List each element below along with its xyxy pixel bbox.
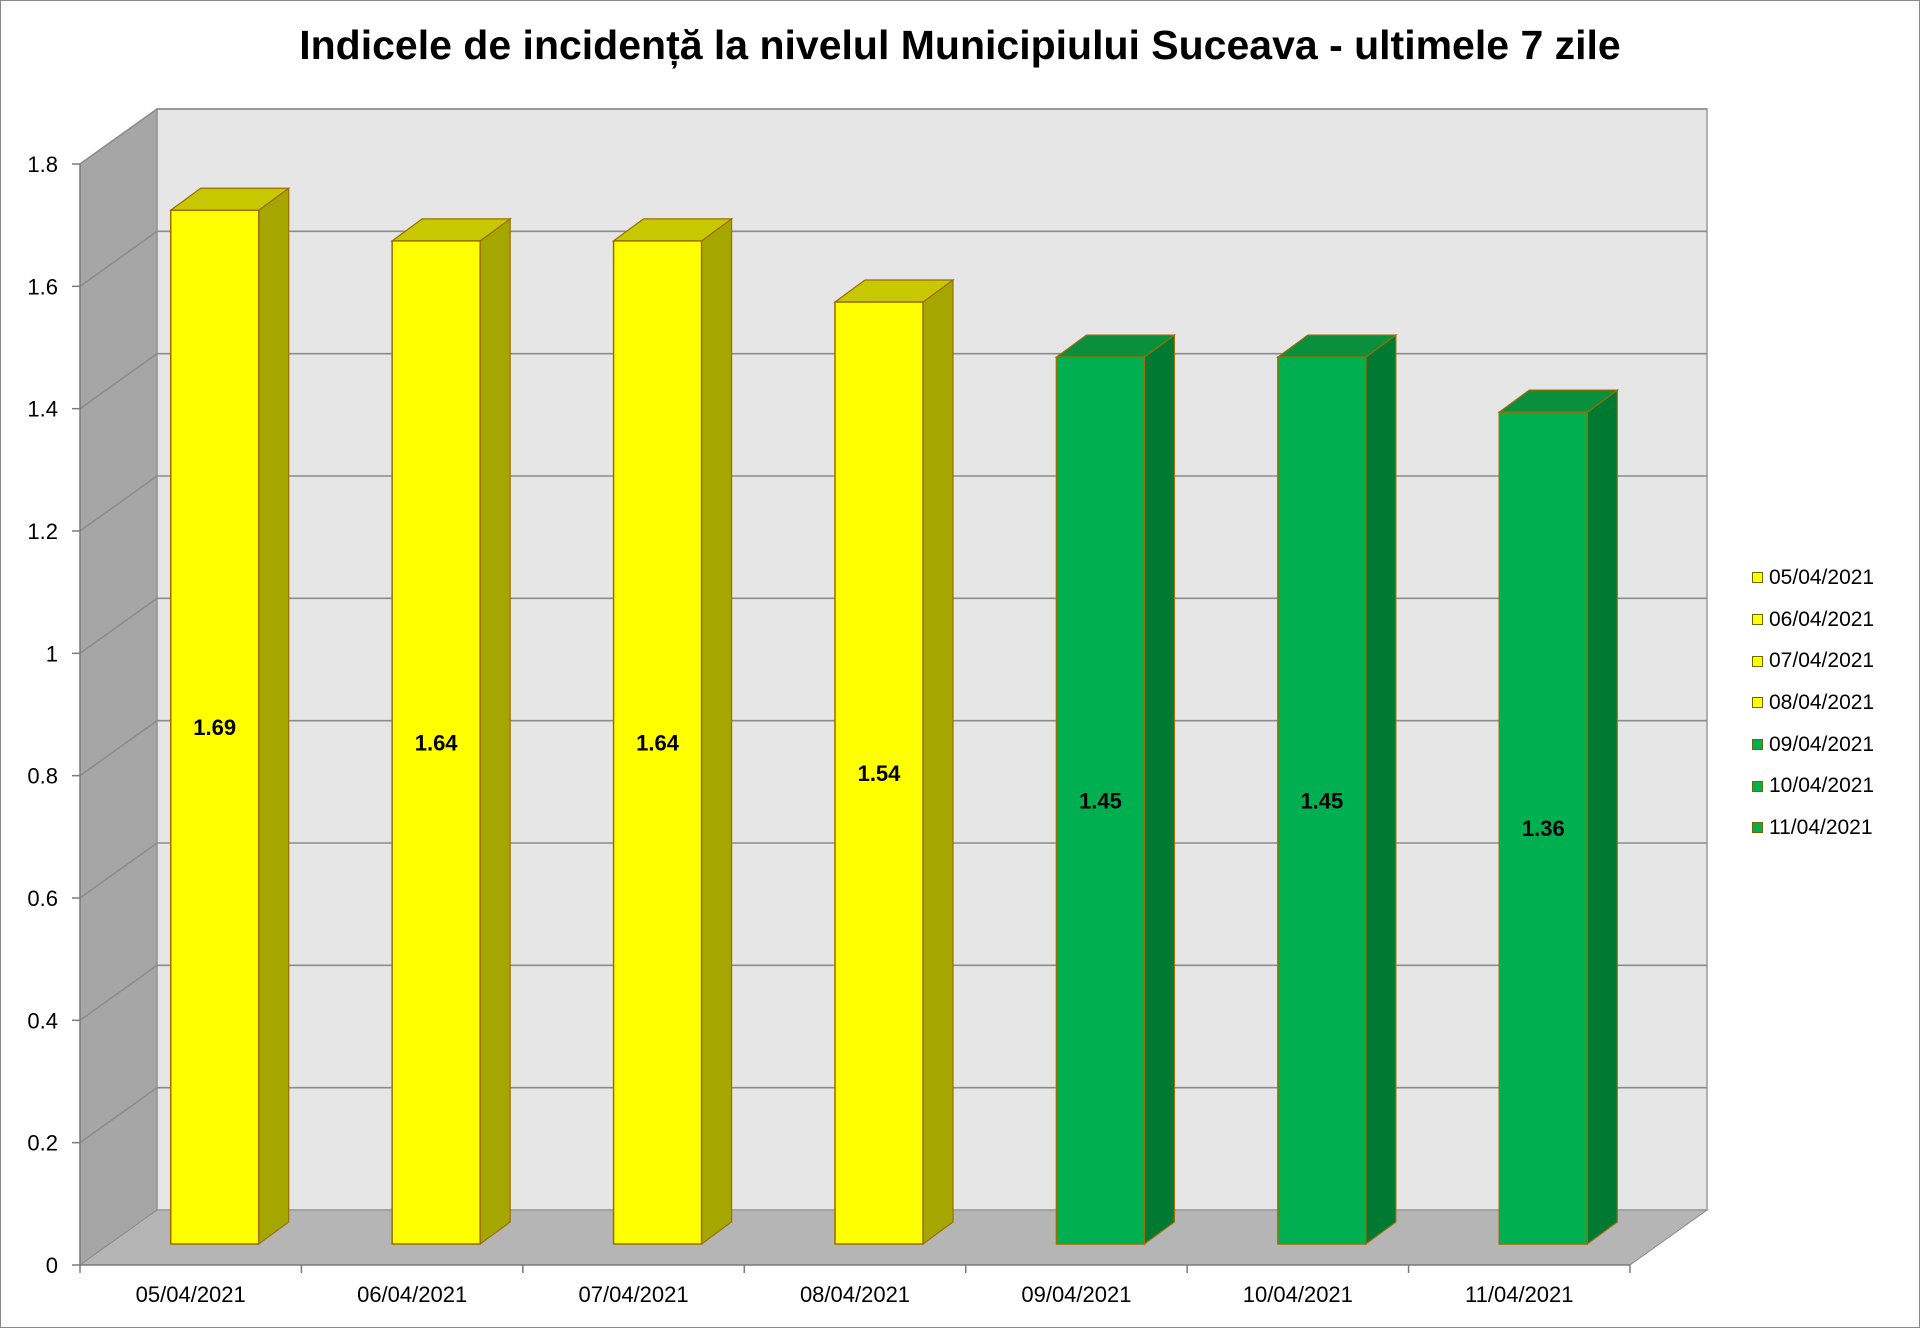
legend-item: 06/04/2021 <box>1752 599 1874 641</box>
x-tick-label: 10/04/2021 <box>1243 1282 1353 1307</box>
legend-label: 06/04/2021 <box>1769 607 1875 631</box>
bar-side <box>922 278 954 1246</box>
y-tick-label: 0.6 <box>27 886 58 911</box>
bar <box>1055 356 1146 1245</box>
bar <box>834 301 924 1245</box>
bar <box>169 209 260 1245</box>
x-tick-label: 05/04/2021 <box>136 1282 246 1307</box>
y-tick-label: 1.8 <box>27 152 58 177</box>
legend-item: 05/04/2021 <box>1752 557 1874 599</box>
data-label: 1.69 <box>193 715 236 740</box>
legend-item: 11/04/2021 <box>1752 807 1874 849</box>
bar <box>391 240 481 1245</box>
y-tick-label: 1.6 <box>27 274 58 299</box>
legend-swatch <box>1752 572 1763 584</box>
legend-swatch <box>1752 697 1763 709</box>
data-label: 1.64 <box>636 730 680 755</box>
legend-swatch <box>1752 614 1763 626</box>
legend-item: 08/04/2021 <box>1752 682 1874 724</box>
bar-side <box>1365 333 1397 1246</box>
gridline <box>79 842 1707 899</box>
legend-swatch <box>1752 822 1763 834</box>
legend-label: 07/04/2021 <box>1769 649 1875 673</box>
legend-swatch <box>1752 780 1763 792</box>
legend-label: 11/04/2021 <box>1769 815 1873 839</box>
x-tick-label: 08/04/2021 <box>800 1282 910 1307</box>
bar-side <box>479 217 511 1246</box>
legend-label: 09/04/2021 <box>1769 732 1875 756</box>
y-tick-label: 1.2 <box>27 519 58 544</box>
y-tick-label: 0.8 <box>27 764 58 789</box>
side-wall <box>79 108 158 1266</box>
x-tick-label: 11/04/2021 <box>1465 1282 1573 1307</box>
gridline <box>79 352 1707 410</box>
data-label: 1.36 <box>1522 816 1565 841</box>
legend-label: 08/04/2021 <box>1769 690 1875 714</box>
legend-label: 10/04/2021 <box>1769 774 1875 798</box>
bar-side <box>258 187 290 1246</box>
bar-side <box>700 217 733 1246</box>
data-label: 1.45 <box>1300 789 1343 814</box>
bar-side <box>1143 333 1176 1246</box>
gridline <box>79 719 1707 777</box>
y-tick-label: 0.2 <box>27 1131 58 1156</box>
chart-title: Indicele de incidență la nivelul Municip… <box>299 22 1621 68</box>
data-label: 1.64 <box>415 730 459 755</box>
x-tick-label: 07/04/2021 <box>579 1282 689 1307</box>
legend-item: 07/04/2021 <box>1752 640 1874 682</box>
legend: 05/04/2021 06/04/2021 07/04/2021 08/04/2021… <box>1752 557 1874 849</box>
data-label: 1.54 <box>858 761 902 786</box>
gridline <box>79 230 1707 287</box>
bar-side <box>1586 388 1618 1246</box>
gridline <box>79 1086 1707 1144</box>
gridline <box>79 108 1707 165</box>
x-tick-label: 06/04/2021 <box>357 1282 467 1307</box>
gridline <box>79 964 1707 1021</box>
legend-item: 09/04/2021 <box>1752 724 1874 766</box>
y-tick-label: 1.4 <box>27 397 58 422</box>
legend-swatch <box>1752 655 1763 667</box>
y-tick-label: 0.4 <box>27 1008 58 1033</box>
legend-swatch <box>1752 739 1763 751</box>
gridline <box>79 475 1707 532</box>
bar <box>1277 356 1367 1245</box>
legend-item: 10/04/2021 <box>1752 765 1874 807</box>
bar <box>1498 411 1589 1245</box>
data-label: 1.45 <box>1079 789 1122 814</box>
y-tick-label: 0 <box>46 1253 58 1278</box>
bar <box>612 240 703 1245</box>
y-tick-label: 1 <box>46 641 58 666</box>
gridline <box>79 597 1707 654</box>
x-tick-label: 09/04/2021 <box>1021 1282 1131 1307</box>
legend-label: 05/04/2021 <box>1769 565 1875 589</box>
